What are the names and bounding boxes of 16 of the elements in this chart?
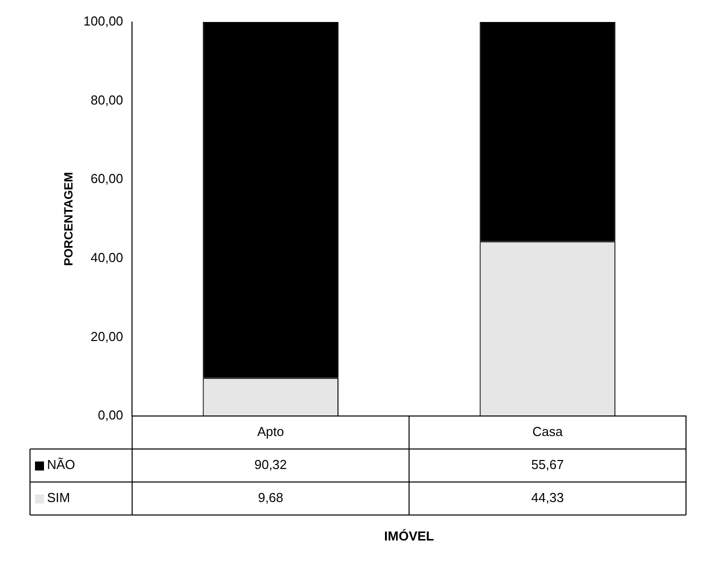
- y-tick-label: 100,00: [83, 14, 124, 29]
- data-label: 9,68: [258, 490, 284, 506]
- data-label: 44,33: [531, 490, 564, 506]
- legend-label: SIM: [47, 490, 70, 506]
- y-tick-label: 40,00: [90, 250, 124, 265]
- x-tick-label: Casa: [532, 424, 564, 440]
- y-axis-title: PORCENTAGEM: [62, 172, 76, 266]
- x-tick-label: Apto: [257, 424, 284, 440]
- y-tick-label: 80,00: [90, 92, 124, 108]
- y-tick-label: 60,00: [90, 171, 124, 186]
- y-tick-label: 0,00: [98, 408, 124, 423]
- legend-label: NÃO: [47, 457, 76, 472]
- text: IMÓVEL: [384, 528, 434, 544]
- data-label: 90,32: [254, 457, 287, 472]
- data-label: 55,67: [531, 457, 564, 472]
- y-tick-label: 20,00: [90, 328, 124, 344]
